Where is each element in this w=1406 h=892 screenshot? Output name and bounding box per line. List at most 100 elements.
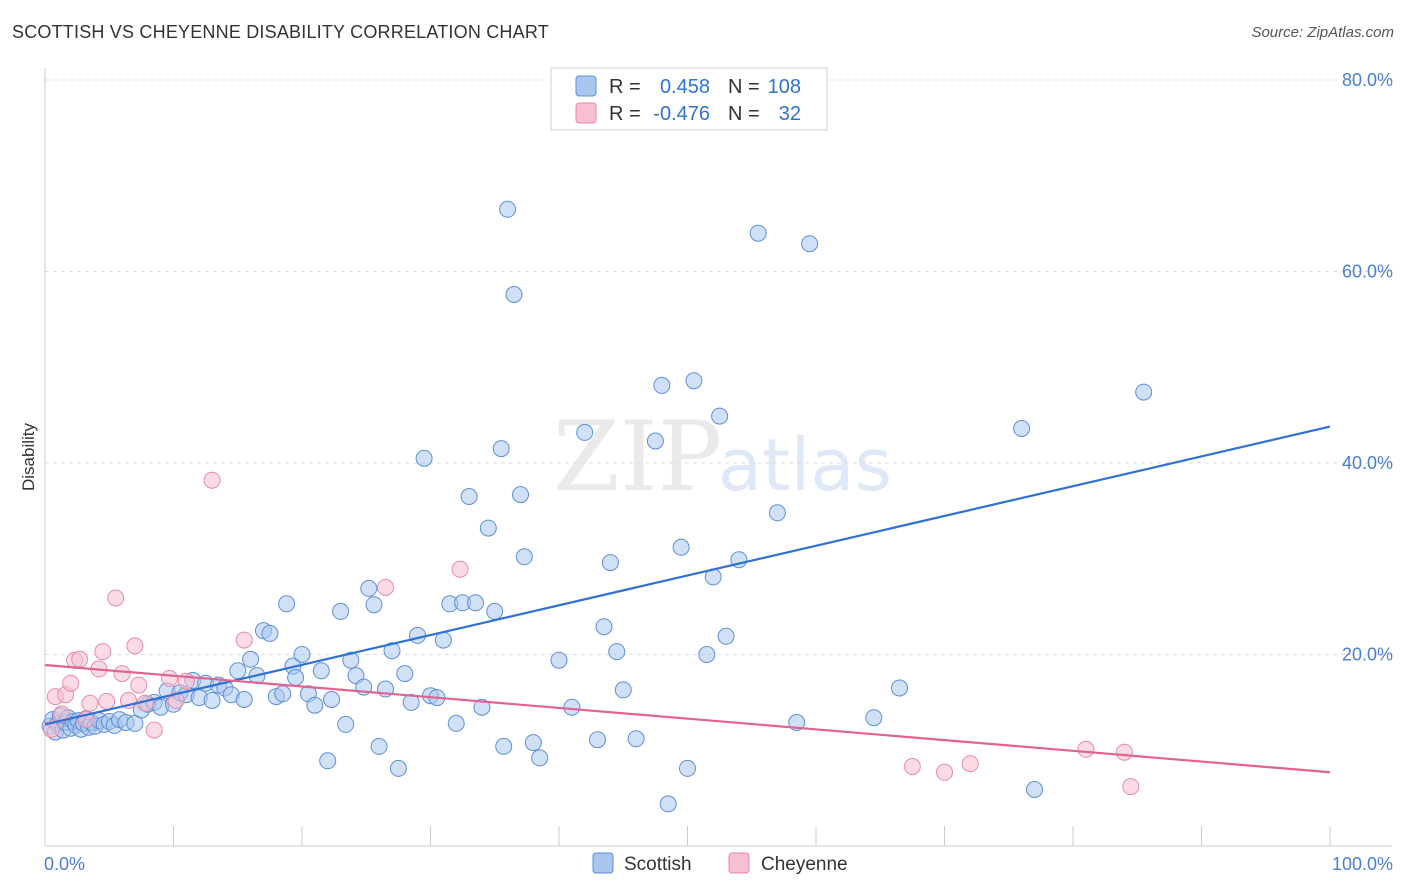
cheyenne-point bbox=[71, 650, 89, 668]
scottish-point bbox=[646, 432, 664, 450]
legend-swatch-scottish bbox=[575, 75, 597, 97]
cheyenne-point bbox=[961, 755, 979, 773]
scottish-point bbox=[261, 624, 279, 642]
scottish-point bbox=[486, 602, 504, 620]
scottish-point bbox=[1026, 781, 1043, 798]
cheyenne-point bbox=[62, 674, 80, 692]
scottish-point bbox=[685, 372, 703, 390]
cheyenne-point bbox=[130, 676, 148, 694]
scottish-point bbox=[698, 646, 716, 663]
x-tick-label-max: 100.0% bbox=[1332, 854, 1393, 874]
watermark-atlas: atlas bbox=[718, 423, 892, 507]
cheyenne-point bbox=[936, 763, 953, 781]
scottish-point bbox=[467, 594, 484, 612]
scottish-point bbox=[242, 650, 260, 668]
legend-swatch-cheyenne bbox=[575, 102, 597, 124]
cheyenne-point bbox=[167, 692, 185, 709]
scottish-point bbox=[203, 692, 221, 709]
y-tick-label: 80.0% bbox=[1342, 70, 1393, 90]
scottish-point bbox=[402, 693, 420, 711]
legend-r-label-scottish: R = bbox=[609, 76, 641, 98]
cheyenne-point bbox=[145, 721, 163, 739]
scottish-point bbox=[515, 548, 533, 566]
scottish-point bbox=[383, 642, 401, 660]
scottish-point bbox=[479, 519, 497, 537]
scottish-point bbox=[287, 669, 305, 686]
scottish-point bbox=[396, 665, 414, 683]
scottish-point bbox=[589, 731, 606, 749]
bottom-legend-label-cheyenne: Cheyenne bbox=[761, 854, 848, 875]
legend-r-value-cheyenne: -0.476 bbox=[653, 103, 710, 125]
cheyenne-point bbox=[235, 631, 253, 649]
scottish-point bbox=[360, 579, 378, 597]
cheyenne-point bbox=[81, 694, 99, 712]
cheyenne-point bbox=[53, 705, 71, 723]
scottish-point bbox=[370, 737, 388, 755]
scottish-point bbox=[499, 200, 517, 218]
y-tick-label: 60.0% bbox=[1342, 262, 1393, 282]
cheyenne-point bbox=[203, 471, 221, 489]
cheyenne-point bbox=[94, 643, 112, 661]
cheyenne-point bbox=[903, 758, 921, 775]
cheyenne-point bbox=[1122, 778, 1140, 796]
scottish-point bbox=[274, 685, 292, 703]
x-tick-marks bbox=[173, 826, 1331, 846]
scottish-trend-line bbox=[44, 425, 1331, 726]
cheyenne-point bbox=[161, 669, 179, 687]
cheyenne-point bbox=[126, 637, 144, 655]
cheyenne-point bbox=[107, 589, 125, 607]
trend-lines bbox=[44, 425, 1331, 774]
scottish-point bbox=[229, 662, 247, 680]
scottish-point bbox=[460, 488, 478, 505]
scottish-point bbox=[717, 627, 735, 645]
grid-lines bbox=[45, 79, 1392, 655]
scottish-point bbox=[293, 646, 311, 663]
cheyenne-point bbox=[1115, 743, 1133, 761]
scottish-point bbox=[711, 407, 729, 425]
scottish-point bbox=[473, 698, 491, 716]
scottish-point bbox=[595, 618, 613, 636]
scottish-point bbox=[576, 423, 594, 441]
scottish-point bbox=[323, 691, 341, 708]
scottish-point bbox=[614, 681, 632, 699]
scottish-point bbox=[801, 235, 819, 253]
legend-box bbox=[550, 67, 828, 131]
scottish-point bbox=[312, 662, 330, 680]
cheyenne-point bbox=[377, 579, 394, 596]
scottish-point bbox=[659, 795, 677, 813]
scottish-point bbox=[319, 752, 337, 770]
scottish-point bbox=[1135, 383, 1153, 401]
scottish-point bbox=[1013, 420, 1031, 437]
cheyenne-point bbox=[451, 560, 469, 578]
scottish-point bbox=[891, 679, 908, 697]
bottom-legend-swatch-cheyenne bbox=[728, 852, 750, 874]
legend-n-value-cheyenne: 32 bbox=[779, 103, 801, 125]
series-legend: Scottish Cheyenne bbox=[592, 852, 848, 875]
scottish-point bbox=[608, 643, 626, 661]
scottish-point bbox=[337, 715, 355, 733]
correlation-legend: R = 0.458 N = 108 R = -0.476 N = 32 bbox=[550, 67, 828, 131]
scottish-point bbox=[306, 696, 324, 714]
cheyenne-point bbox=[98, 692, 116, 710]
y-tick-label: 20.0% bbox=[1342, 645, 1393, 665]
cheyenne-point bbox=[113, 665, 131, 683]
legend-n-label-scottish: N = bbox=[728, 76, 760, 98]
scottish-point bbox=[278, 595, 296, 613]
scottish-point bbox=[524, 734, 542, 752]
scottish-point bbox=[512, 486, 529, 504]
scottish-point bbox=[505, 286, 523, 303]
legend-n-label-cheyenne: N = bbox=[728, 103, 760, 125]
scottish-point bbox=[601, 554, 619, 572]
y-tick-labels: 20.0% 40.0% 60.0% 80.0% bbox=[1342, 70, 1393, 665]
y-axis-title: Disability bbox=[19, 422, 38, 491]
scottish-point bbox=[563, 698, 581, 716]
scottish-point bbox=[550, 651, 568, 669]
scottish-point bbox=[342, 651, 360, 669]
scottish-point bbox=[365, 596, 383, 614]
scottish-point bbox=[531, 749, 549, 767]
legend-r-value-scottish: 0.458 bbox=[660, 76, 710, 98]
scottish-point bbox=[332, 602, 350, 620]
cheyenne-point bbox=[42, 720, 60, 738]
scottish-point bbox=[409, 626, 427, 644]
